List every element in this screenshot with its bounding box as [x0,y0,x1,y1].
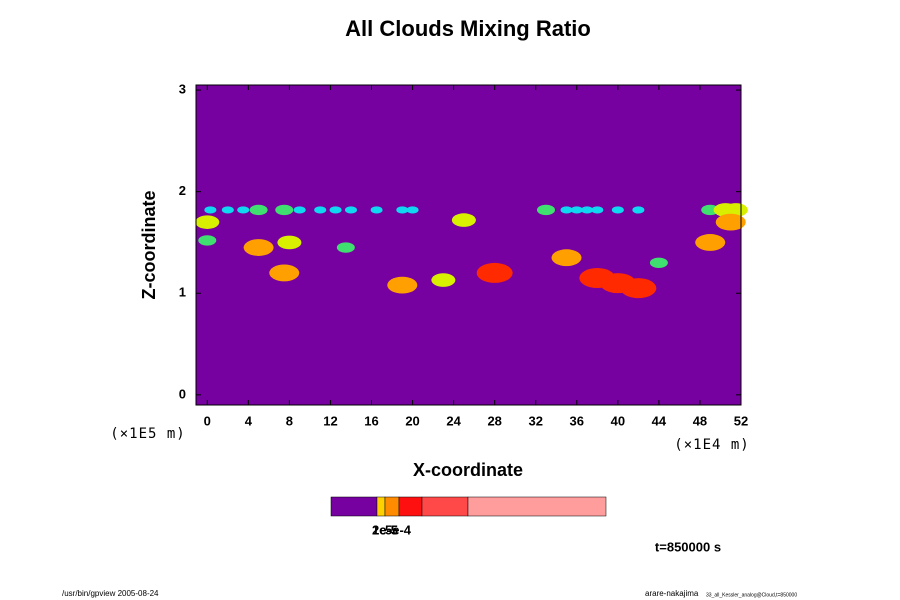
cloud-cell [269,264,300,282]
colorbar-segment [421,496,469,517]
cloud-cell [551,249,582,267]
cloud-cell [277,235,302,250]
plot-frame [195,84,742,406]
x-unit: (×1E4 m) [674,437,749,453]
cloud-cell [195,215,220,229]
colorbar-segment [398,496,423,517]
cloud-cell [581,206,594,214]
cloud-cell [431,273,456,287]
y-tick-label: 1 [179,285,186,300]
colorbar-segment [467,496,607,517]
cloud-cell [611,206,624,214]
cloud-cell [536,204,555,216]
colorbar-segment [384,496,400,517]
cloud-cell [620,278,657,299]
y-tick-label: 2 [179,183,186,198]
plot-background [196,85,741,405]
cloud-cell [314,206,327,214]
cloud-cell [198,235,217,246]
chart-title: All Clouds Mixing Ratio [345,16,591,41]
x-tick-label: 28 [487,413,501,428]
x-axis-label: X-coordinate [413,460,523,480]
y-axis-label: Z-coordinate [139,190,159,299]
cloud-cell [275,204,294,216]
colorbar-label: 1e-5 [372,522,398,537]
cloud-cell [243,239,274,256]
colorbar-segment [376,496,386,517]
x-tick-label: 0 [204,413,211,428]
footer-left: /usr/bin/gpview 2005-08-24 [62,589,159,598]
y-tick-label: 0 [179,386,186,401]
cloud-cell [560,206,573,214]
cloud-cell [632,206,645,214]
cloud-cell [396,206,409,214]
x-tick-label: 48 [693,413,707,428]
x-tick-label: 36 [570,413,584,428]
cloud-cell [695,234,726,251]
x-tick-label: 44 [652,413,667,428]
cloud-cell [723,203,748,217]
footer-right-small: 33_all_Kessler_analog@Cloud,t=850000 [706,592,797,598]
cloud-cell [237,206,250,214]
x-tick-label: 20 [405,413,419,428]
cloud-cell [221,206,234,214]
time-label: t=850000 s [655,539,721,554]
x-tick-label: 24 [446,413,461,428]
colorbar-label: 5e-4 [385,522,412,537]
x-tick-label: 8 [286,413,293,428]
cloud-cell [329,206,342,214]
cloud-cell [293,206,306,214]
x-tick-label: 16 [364,413,378,428]
cloud-cell [370,206,383,214]
cloud-cell [570,206,583,214]
cloud-cell [387,276,418,294]
cloud-cell [406,206,419,214]
cloud-cell [249,204,268,216]
cloud-cell [451,213,476,227]
cloud-cell [344,206,357,214]
colorbar-segment [330,496,378,517]
cloud-cell [476,262,513,283]
cloud-cell [336,242,355,253]
x-tick-label: 4 [245,413,253,428]
cloud-cell [591,206,604,214]
x-tick-label: 12 [323,413,337,428]
x-tick-label: 40 [611,413,625,428]
colorbar-label: 2e-5 [372,522,398,537]
cloud-cell [204,206,217,214]
x-tick-label: 52 [734,413,748,428]
footer-right: arare-nakajima [645,589,699,598]
y-unit: (×1E5 m) [110,426,185,442]
x-tick-label: 32 [528,413,542,428]
cloud-cell [649,257,668,268]
cloud-cell [715,213,746,231]
y-tick-label: 3 [179,82,186,97]
